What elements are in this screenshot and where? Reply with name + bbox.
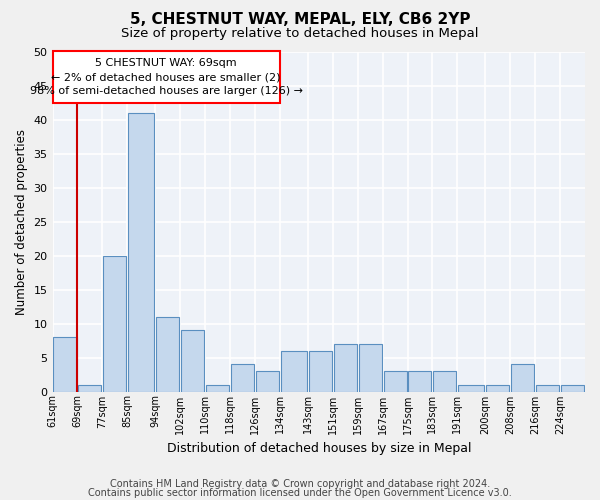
Y-axis label: Number of detached properties: Number of detached properties (15, 128, 28, 314)
Text: 5 CHESTNUT WAY: 69sqm
← 2% of detached houses are smaller (2)
98% of semi-detach: 5 CHESTNUT WAY: 69sqm ← 2% of detached h… (29, 58, 302, 96)
Bar (53, 337, 77, 392)
Bar (281, 350, 307, 392)
Bar (128, 112, 154, 392)
Text: 5, CHESTNUT WAY, MEPAL, ELY, CB6 2YP: 5, CHESTNUT WAY, MEPAL, ELY, CB6 2YP (130, 12, 470, 28)
Bar (309, 350, 332, 392)
Bar (334, 344, 357, 392)
Bar (79, 384, 101, 392)
Bar (458, 384, 484, 392)
Bar (156, 316, 179, 392)
Text: Size of property relative to detached houses in Mepal: Size of property relative to detached ho… (121, 28, 479, 40)
Bar (103, 256, 127, 392)
Bar (433, 371, 457, 392)
Text: Contains public sector information licensed under the Open Government Licence v3: Contains public sector information licen… (88, 488, 512, 498)
X-axis label: Distribution of detached houses by size in Mepal: Distribution of detached houses by size … (167, 442, 471, 455)
Bar (181, 330, 204, 392)
Bar (511, 364, 534, 392)
Bar (256, 371, 279, 392)
Bar (206, 384, 229, 392)
Bar (561, 384, 584, 392)
Bar (231, 364, 254, 392)
Bar (409, 371, 431, 392)
Text: Contains HM Land Registry data © Crown copyright and database right 2024.: Contains HM Land Registry data © Crown c… (110, 479, 490, 489)
Bar (359, 344, 382, 392)
Bar (53, 52, 280, 102)
Bar (383, 371, 407, 392)
Bar (486, 384, 509, 392)
Bar (536, 384, 559, 392)
